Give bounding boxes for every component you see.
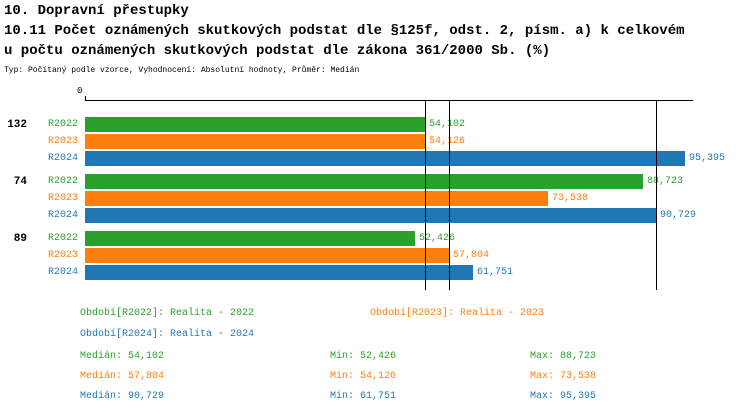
x-axis-tick: [85, 96, 86, 100]
bar-R2022: [85, 231, 415, 246]
chart-meta-info: Typ: Počítaný podle vzorce, Vyhodnocení:…: [4, 66, 360, 75]
stat-min-R2022: Min: 52,426: [330, 351, 397, 362]
series-row-label-R2024: R2024: [47, 153, 78, 164]
stat-median-R2022: Medián: 54,102: [80, 351, 165, 362]
bar-value-label-R2024: 90,729: [660, 210, 697, 221]
bar-R2023: [85, 134, 425, 149]
stat-max-R2023: Max: 73,538: [530, 371, 597, 382]
median-line-R2022: [425, 100, 426, 290]
bar-value-label-R2023: 73,538: [552, 193, 589, 204]
stat-min-R2024: Min: 61,751: [330, 391, 397, 402]
legend-entry-R2022: Období[R2022]: Realita - 2022: [80, 308, 255, 319]
bar-R2022: [85, 117, 425, 132]
x-axis-line: [85, 100, 693, 101]
series-row-label-R2022: R2022: [47, 119, 78, 130]
bar-value-label-R2022: 54,102: [429, 119, 466, 130]
bar-chart-area: 0 132 R2022 54,102 R2023 54,126 R2024 95,395 74…: [0, 86, 750, 290]
series-row-label-R2024: R2024: [47, 210, 78, 221]
series-row-label-R2022: R2022: [47, 233, 78, 244]
chart-title-line1: 10.11 Počet oznámených skutkových podsta…: [4, 23, 685, 39]
group-count-label: 89: [13, 233, 27, 245]
bar-value-label-R2023: 54,126: [429, 136, 466, 147]
bar-value-label-R2022: 52,426: [419, 233, 456, 244]
series-row-label-R2024: R2024: [47, 267, 78, 278]
stat-median-R2024: Medián: 90,729: [80, 391, 165, 402]
bar-value-label-R2023: 57,804: [453, 250, 490, 261]
series-row-label-R2022: R2022: [47, 176, 78, 187]
stat-min-R2023: Min: 54,126: [330, 371, 397, 382]
x-axis-zero-label: 0: [77, 86, 83, 96]
series-row-label-R2023: R2023: [47, 193, 78, 204]
series-row-label-R2023: R2023: [47, 250, 78, 261]
bar-value-label-R2022: 88,723: [647, 176, 684, 187]
median-line-R2024: [656, 100, 657, 290]
median-line-R2023: [449, 100, 450, 290]
bar-R2023: [85, 191, 548, 206]
page-title: 10. Dopravní přestupky: [4, 3, 189, 19]
bar-R2024: [85, 151, 685, 166]
bar-R2023: [85, 248, 449, 263]
chart-title-line2: u počtu oznámených skutkových podstat dl…: [4, 43, 551, 59]
bar-R2024: [85, 208, 656, 223]
legend-entry-R2024: Období[R2024]: Realita - 2024: [80, 329, 255, 340]
bar-value-label-R2024: 95,395: [689, 153, 726, 164]
legend-entry-R2023: Období[R2023]: Realita - 2023: [370, 308, 545, 319]
bar-R2022: [85, 174, 643, 189]
stat-max-R2022: Max: 88,723: [530, 351, 597, 362]
bar-value-label-R2024: 61,751: [477, 267, 514, 278]
stat-max-R2024: Max: 95,395: [530, 391, 597, 402]
series-row-label-R2023: R2023: [47, 136, 78, 147]
stat-median-R2023: Medián: 57,804: [80, 371, 165, 382]
bar-R2024: [85, 265, 473, 280]
group-count-label: 74: [13, 176, 27, 188]
group-count-label: 132: [7, 119, 27, 131]
